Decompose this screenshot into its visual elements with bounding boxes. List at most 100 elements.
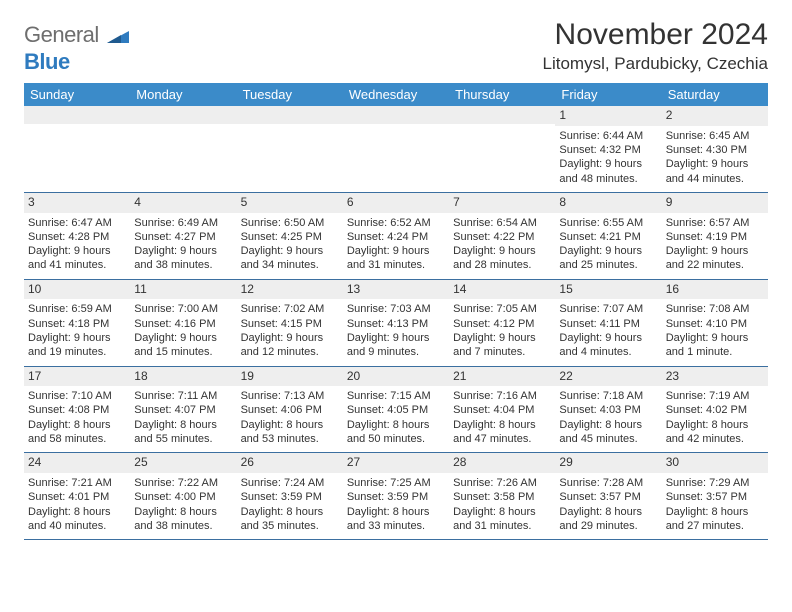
sunrise-text: Sunrise: 7:16 AM [453,389,551,403]
daylight-text-1: Daylight: 8 hours [666,418,764,432]
sunset-text: Sunset: 4:05 PM [347,403,445,417]
daylight-text-1: Daylight: 9 hours [134,244,232,258]
daylight-text-2: and 25 minutes. [559,258,657,272]
sunset-text: Sunset: 4:30 PM [666,143,764,157]
day-cell: 11Sunrise: 7:00 AMSunset: 4:16 PMDayligh… [130,280,236,366]
sunrise-text: Sunrise: 7:25 AM [347,476,445,490]
dow-cell: Thursday [449,83,555,106]
day-number: 2 [662,106,768,126]
sunrise-text: Sunrise: 6:55 AM [559,216,657,230]
day-number [24,106,130,124]
daylight-text-2: and 15 minutes. [134,345,232,359]
daylight-text-2: and 41 minutes. [28,258,126,272]
day-cell-empty [343,106,449,192]
dow-cell: Monday [130,83,236,106]
daylight-text-2: and 19 minutes. [28,345,126,359]
day-number: 25 [130,453,236,473]
sunset-text: Sunset: 3:59 PM [241,490,339,504]
daylight-text-1: Daylight: 9 hours [666,157,764,171]
daylight-text-1: Daylight: 8 hours [241,505,339,519]
day-number: 20 [343,367,449,387]
daylight-text-1: Daylight: 8 hours [134,418,232,432]
daylight-text-1: Daylight: 8 hours [453,418,551,432]
calendar-grid: SundayMondayTuesdayWednesdayThursdayFrid… [24,83,768,540]
day-number: 23 [662,367,768,387]
sunrise-text: Sunrise: 7:03 AM [347,302,445,316]
week-row: 10Sunrise: 6:59 AMSunset: 4:18 PMDayligh… [24,280,768,367]
day-cell: 15Sunrise: 7:07 AMSunset: 4:11 PMDayligh… [555,280,661,366]
day-cell: 29Sunrise: 7:28 AMSunset: 3:57 PMDayligh… [555,453,661,539]
daylight-text-2: and 48 minutes. [559,172,657,186]
sunrise-text: Sunrise: 7:26 AM [453,476,551,490]
day-number: 15 [555,280,661,300]
day-cell: 22Sunrise: 7:18 AMSunset: 4:03 PMDayligh… [555,367,661,453]
sunset-text: Sunset: 4:19 PM [666,230,764,244]
daylight-text-1: Daylight: 9 hours [666,331,764,345]
day-cell: 18Sunrise: 7:11 AMSunset: 4:07 PMDayligh… [130,367,236,453]
day-cell: 14Sunrise: 7:05 AMSunset: 4:12 PMDayligh… [449,280,555,366]
daylight-text-2: and 1 minute. [666,345,764,359]
day-cell: 1Sunrise: 6:44 AMSunset: 4:32 PMDaylight… [555,106,661,192]
daylight-text-2: and 38 minutes. [134,258,232,272]
daylight-text-1: Daylight: 8 hours [559,418,657,432]
day-number: 19 [237,367,343,387]
daylight-text-1: Daylight: 9 hours [347,331,445,345]
sunrise-text: Sunrise: 6:57 AM [666,216,764,230]
day-number: 10 [24,280,130,300]
day-cell: 17Sunrise: 7:10 AMSunset: 4:08 PMDayligh… [24,367,130,453]
sunset-text: Sunset: 4:28 PM [28,230,126,244]
sunset-text: Sunset: 4:15 PM [241,317,339,331]
daylight-text-2: and 44 minutes. [666,172,764,186]
sunrise-text: Sunrise: 6:45 AM [666,129,764,143]
day-number: 28 [449,453,555,473]
day-cell: 27Sunrise: 7:25 AMSunset: 3:59 PMDayligh… [343,453,449,539]
day-number: 16 [662,280,768,300]
sunset-text: Sunset: 4:03 PM [559,403,657,417]
daylight-text-2: and 50 minutes. [347,432,445,446]
sunrise-text: Sunrise: 6:50 AM [241,216,339,230]
daylight-text-1: Daylight: 9 hours [666,244,764,258]
daylight-text-2: and 29 minutes. [559,519,657,533]
day-cell-empty [130,106,236,192]
day-number: 27 [343,453,449,473]
sunset-text: Sunset: 4:06 PM [241,403,339,417]
sunset-text: Sunset: 4:25 PM [241,230,339,244]
header: General Blue November 2024 Litomysl, Par… [24,18,768,75]
day-cell: 6Sunrise: 6:52 AMSunset: 4:24 PMDaylight… [343,193,449,279]
day-cell: 12Sunrise: 7:02 AMSunset: 4:15 PMDayligh… [237,280,343,366]
day-number: 17 [24,367,130,387]
daylight-text-1: Daylight: 9 hours [134,331,232,345]
daylight-text-2: and 42 minutes. [666,432,764,446]
day-number: 21 [449,367,555,387]
sunrise-text: Sunrise: 6:49 AM [134,216,232,230]
day-cell-empty [449,106,555,192]
dow-cell: Friday [555,83,661,106]
title-block: November 2024 Litomysl, Pardubicky, Czec… [543,18,769,74]
week-row: 17Sunrise: 7:10 AMSunset: 4:08 PMDayligh… [24,367,768,454]
sunrise-text: Sunrise: 6:47 AM [28,216,126,230]
day-cell: 10Sunrise: 6:59 AMSunset: 4:18 PMDayligh… [24,280,130,366]
daylight-text-1: Daylight: 9 hours [241,244,339,258]
daylight-text-1: Daylight: 9 hours [453,331,551,345]
day-number: 1 [555,106,661,126]
sunset-text: Sunset: 4:12 PM [453,317,551,331]
daylight-text-2: and 28 minutes. [453,258,551,272]
day-number: 29 [555,453,661,473]
dow-cell: Sunday [24,83,130,106]
sunset-text: Sunset: 4:10 PM [666,317,764,331]
logo-text-blue: Blue [24,49,70,74]
week-row: 1Sunrise: 6:44 AMSunset: 4:32 PMDaylight… [24,106,768,193]
day-number: 11 [130,280,236,300]
daylight-text-2: and 55 minutes. [134,432,232,446]
day-number: 6 [343,193,449,213]
daylight-text-1: Daylight: 8 hours [28,418,126,432]
sunset-text: Sunset: 4:13 PM [347,317,445,331]
sunset-text: Sunset: 4:00 PM [134,490,232,504]
sunrise-text: Sunrise: 7:15 AM [347,389,445,403]
day-cell: 3Sunrise: 6:47 AMSunset: 4:28 PMDaylight… [24,193,130,279]
day-cell: 19Sunrise: 7:13 AMSunset: 4:06 PMDayligh… [237,367,343,453]
day-cell: 30Sunrise: 7:29 AMSunset: 3:57 PMDayligh… [662,453,768,539]
sunrise-text: Sunrise: 7:08 AM [666,302,764,316]
dow-cell: Wednesday [343,83,449,106]
sunset-text: Sunset: 4:27 PM [134,230,232,244]
